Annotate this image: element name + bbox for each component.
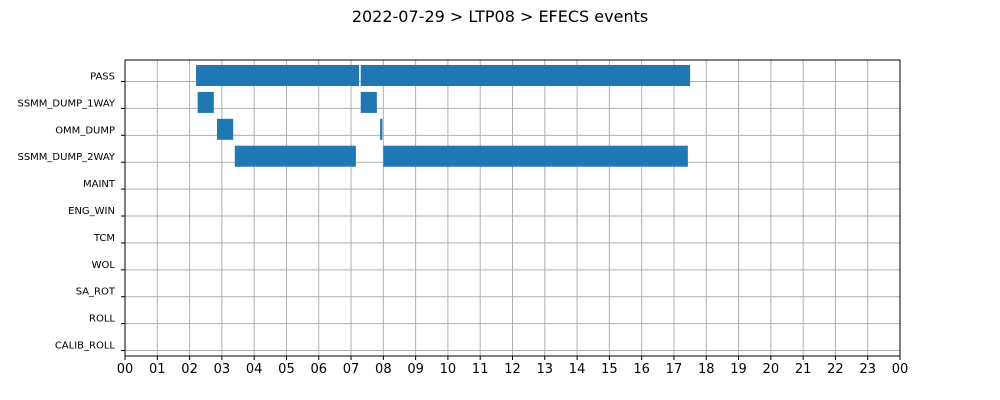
- x-tick-label: 01: [149, 362, 166, 377]
- x-tick-label: 02: [181, 362, 198, 377]
- x-tick-label: 16: [633, 362, 650, 377]
- x-tick-label: 03: [214, 362, 231, 377]
- x-tick-label: 05: [278, 362, 295, 377]
- event-bars: [196, 65, 691, 167]
- y-tick-label-omm-dump: OMM_DUMP: [55, 125, 115, 136]
- x-tick-label: 15: [601, 362, 618, 377]
- y-tick-label-wol: WOL: [92, 260, 116, 271]
- x-tick-label: 17: [666, 362, 683, 377]
- y-tick-label-roll: ROLL: [89, 314, 115, 325]
- x-tick-label: 09: [407, 362, 424, 377]
- y-tick-label-sa-rot: SA_ROT: [76, 287, 116, 298]
- event-bar-pass: [360, 65, 691, 87]
- x-tick-label: 21: [795, 362, 812, 377]
- chart-title: 2022-07-29 > LTP08 > EFECS events: [352, 7, 648, 26]
- x-tick-label: 07: [343, 362, 360, 377]
- x-tick-label: 00: [117, 362, 134, 377]
- y-tick-label-eng-win: ENG_WIN: [68, 206, 115, 217]
- x-tick-label: 18: [698, 362, 715, 377]
- x-tick-label: 08: [375, 362, 392, 377]
- x-tick-label: 22: [827, 362, 844, 377]
- x-tick-label: 14: [569, 362, 586, 377]
- event-bar-omm-dump: [217, 118, 234, 140]
- event-bar-pass: [196, 65, 360, 87]
- y-tick-label-calib-roll: CALIB_ROLL: [55, 341, 116, 352]
- y-tick-label-ssmm-dump-1way: SSMM_DUMP_1WAY: [17, 98, 115, 109]
- event-bar-ssmm-dump-2way: [383, 145, 688, 167]
- plot-frame: [124, 59, 901, 357]
- event-bar-ssmm-dump-2way: [234, 145, 356, 167]
- y-tick-label-tcm: TCM: [93, 233, 115, 244]
- x-tick-label: 12: [504, 362, 521, 377]
- axes: 00 01 02 03 04 05 06 07 08 09 10 11 12 13 14 15 16 17 18 19…: [17, 72, 908, 377]
- x-tick-label: 00: [892, 362, 909, 377]
- x-tick-label: 13: [537, 362, 554, 377]
- x-tick-label: 06: [310, 362, 327, 377]
- y-tick-label-ssmm-dump-2way: SSMM_DUMP_2WAY: [17, 152, 115, 163]
- event-bar-ssmm-dump-1way: [360, 91, 377, 113]
- grid-lines: [124, 60, 901, 356]
- event-bar-ssmm-dump-1way: [197, 91, 214, 113]
- y-tick-label-pass: PASS: [90, 72, 115, 83]
- x-tick-label: 20: [763, 362, 780, 377]
- x-tick-label: 10: [440, 362, 457, 377]
- x-tick-label: 19: [730, 362, 747, 377]
- x-tick-label: 11: [472, 362, 489, 377]
- y-tick-label-maint: MAINT: [83, 179, 116, 190]
- x-tick-label: 23: [859, 362, 876, 377]
- x-tick-label: 04: [246, 362, 263, 377]
- event-bar-omm-dump: [380, 118, 383, 140]
